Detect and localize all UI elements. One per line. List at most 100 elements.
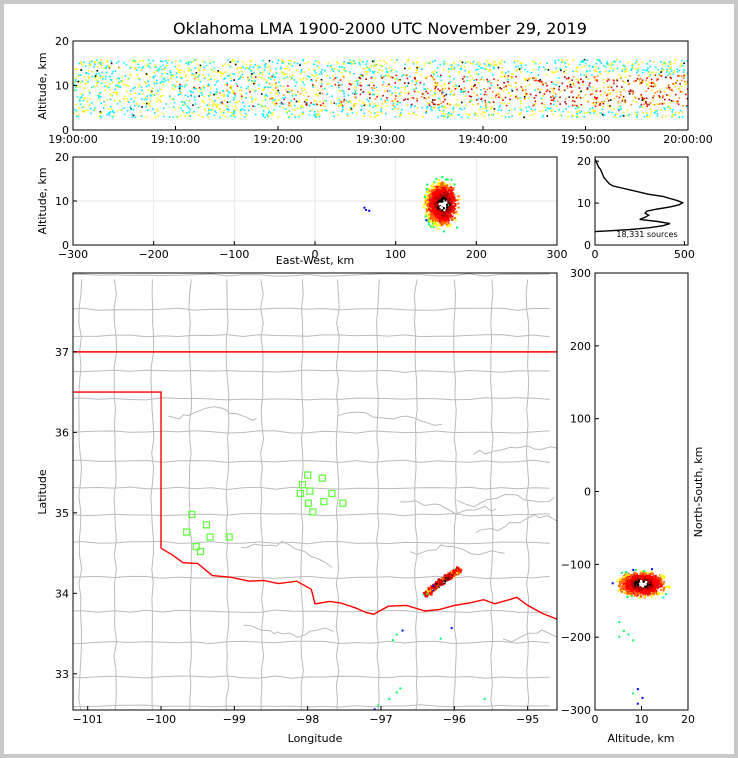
time-altitude-source bbox=[558, 85, 561, 88]
time-altitude-source bbox=[519, 113, 521, 116]
time-altitude-source bbox=[676, 102, 679, 104]
time-altitude-source bbox=[182, 104, 184, 107]
time-altitude-source bbox=[519, 106, 521, 109]
ew-altitude-source bbox=[441, 209, 444, 211]
time-altitude-source bbox=[490, 106, 493, 108]
time-altitude-source bbox=[141, 106, 143, 108]
time-altitude-source bbox=[501, 76, 504, 78]
time-altitude-source bbox=[425, 90, 427, 93]
time-altitude-source bbox=[272, 99, 275, 102]
time-altitude-source bbox=[336, 76, 338, 79]
time-altitude-source bbox=[608, 78, 610, 81]
time-altitude-source bbox=[137, 63, 140, 66]
ew-altitude-source bbox=[454, 218, 457, 221]
time-altitude-source bbox=[477, 98, 480, 100]
time-altitude-source bbox=[454, 84, 456, 86]
time-altitude-source bbox=[374, 112, 376, 114]
time-altitude-source bbox=[341, 110, 343, 113]
time-altitude-source bbox=[105, 75, 107, 78]
time-altitude-source bbox=[669, 88, 671, 91]
time-altitude-source bbox=[83, 76, 86, 78]
time-altitude-source bbox=[210, 61, 213, 63]
time-altitude-source bbox=[559, 114, 562, 116]
time-altitude-source bbox=[163, 78, 165, 80]
time-altitude-source bbox=[185, 75, 187, 78]
time-altitude-source bbox=[391, 92, 393, 95]
time-altitude-source bbox=[355, 89, 357, 92]
time-altitude-source bbox=[116, 102, 119, 105]
time-altitude-source bbox=[463, 87, 466, 89]
time-altitude-source bbox=[138, 93, 141, 95]
time-altitude-source bbox=[321, 69, 323, 71]
time-altitude-source bbox=[125, 84, 128, 86]
time-altitude-source bbox=[257, 103, 260, 106]
ew-altitude-source bbox=[443, 211, 446, 214]
time-altitude-source bbox=[226, 74, 229, 77]
time-altitude-source bbox=[80, 69, 82, 71]
time-altitude-source bbox=[606, 80, 609, 82]
ew-altitude-source bbox=[426, 201, 429, 204]
time-altitude-source bbox=[86, 100, 89, 103]
time-altitude-source bbox=[312, 103, 315, 106]
time-altitude-source bbox=[669, 76, 672, 79]
time-altitude-source bbox=[186, 105, 189, 107]
time-altitude-source bbox=[594, 103, 597, 106]
time-altitude-source bbox=[601, 101, 603, 104]
time-altitude-source bbox=[677, 100, 679, 102]
time-altitude-source bbox=[570, 115, 573, 118]
ew-altitude-source bbox=[428, 189, 431, 192]
time-altitude-source bbox=[263, 78, 266, 81]
time-altitude-source bbox=[404, 67, 406, 70]
time-altitude-source bbox=[679, 83, 681, 85]
time-altitude-source bbox=[299, 63, 302, 66]
time-altitude-source bbox=[203, 101, 205, 104]
time-altitude-source bbox=[478, 108, 481, 111]
time-altitude-source bbox=[216, 106, 218, 108]
time-altitude-source bbox=[510, 94, 512, 97]
time-altitude-source bbox=[104, 78, 107, 80]
time-altitude-source bbox=[108, 66, 111, 68]
time-altitude-source bbox=[126, 90, 128, 93]
time-altitude-source bbox=[551, 87, 553, 90]
time-altitude-source bbox=[534, 102, 537, 105]
time-altitude-source bbox=[115, 78, 118, 81]
time-altitude-source bbox=[460, 91, 463, 94]
time-altitude-source bbox=[595, 97, 597, 99]
time-altitude-source bbox=[339, 100, 342, 102]
time-altitude-source bbox=[268, 60, 271, 62]
time-altitude-source bbox=[445, 107, 447, 109]
time-altitude-source bbox=[678, 97, 681, 99]
time-altitude-source bbox=[440, 79, 443, 82]
lma-station bbox=[183, 528, 191, 536]
time-altitude-source bbox=[433, 73, 435, 76]
ew-altitude-source bbox=[452, 202, 455, 205]
time-altitude-source bbox=[381, 77, 383, 79]
time-altitude-source bbox=[493, 67, 495, 70]
time-altitude-source bbox=[375, 86, 378, 88]
time-altitude-source bbox=[252, 89, 255, 92]
time-altitude-source bbox=[96, 84, 98, 87]
time-altitude-source bbox=[224, 71, 227, 73]
ew-altitude-source bbox=[424, 195, 426, 198]
time-altitude-source bbox=[499, 104, 501, 107]
ew-altitude-source bbox=[424, 199, 427, 202]
time-altitude-source bbox=[226, 82, 228, 85]
time-altitude-source bbox=[155, 70, 158, 72]
time-altitude-source bbox=[670, 99, 673, 102]
time-altitude-source bbox=[548, 108, 550, 110]
time-altitude-source bbox=[686, 60, 688, 62]
time-altitude-source bbox=[223, 109, 225, 112]
time-altitude-source bbox=[87, 70, 90, 72]
time-altitude-source bbox=[604, 114, 606, 116]
time-altitude-source bbox=[172, 98, 175, 100]
time-altitude-source bbox=[187, 107, 190, 109]
time-altitude-source bbox=[83, 61, 85, 63]
time-altitude-source bbox=[591, 107, 594, 109]
time-altitude-source bbox=[684, 80, 686, 83]
time-altitude-source bbox=[661, 103, 664, 105]
time-altitude-source bbox=[672, 109, 674, 111]
time-altitude-source bbox=[471, 77, 474, 80]
time-altitude-source bbox=[286, 91, 289, 93]
time-altitude-source bbox=[254, 105, 256, 108]
time-altitude-source bbox=[635, 114, 638, 116]
